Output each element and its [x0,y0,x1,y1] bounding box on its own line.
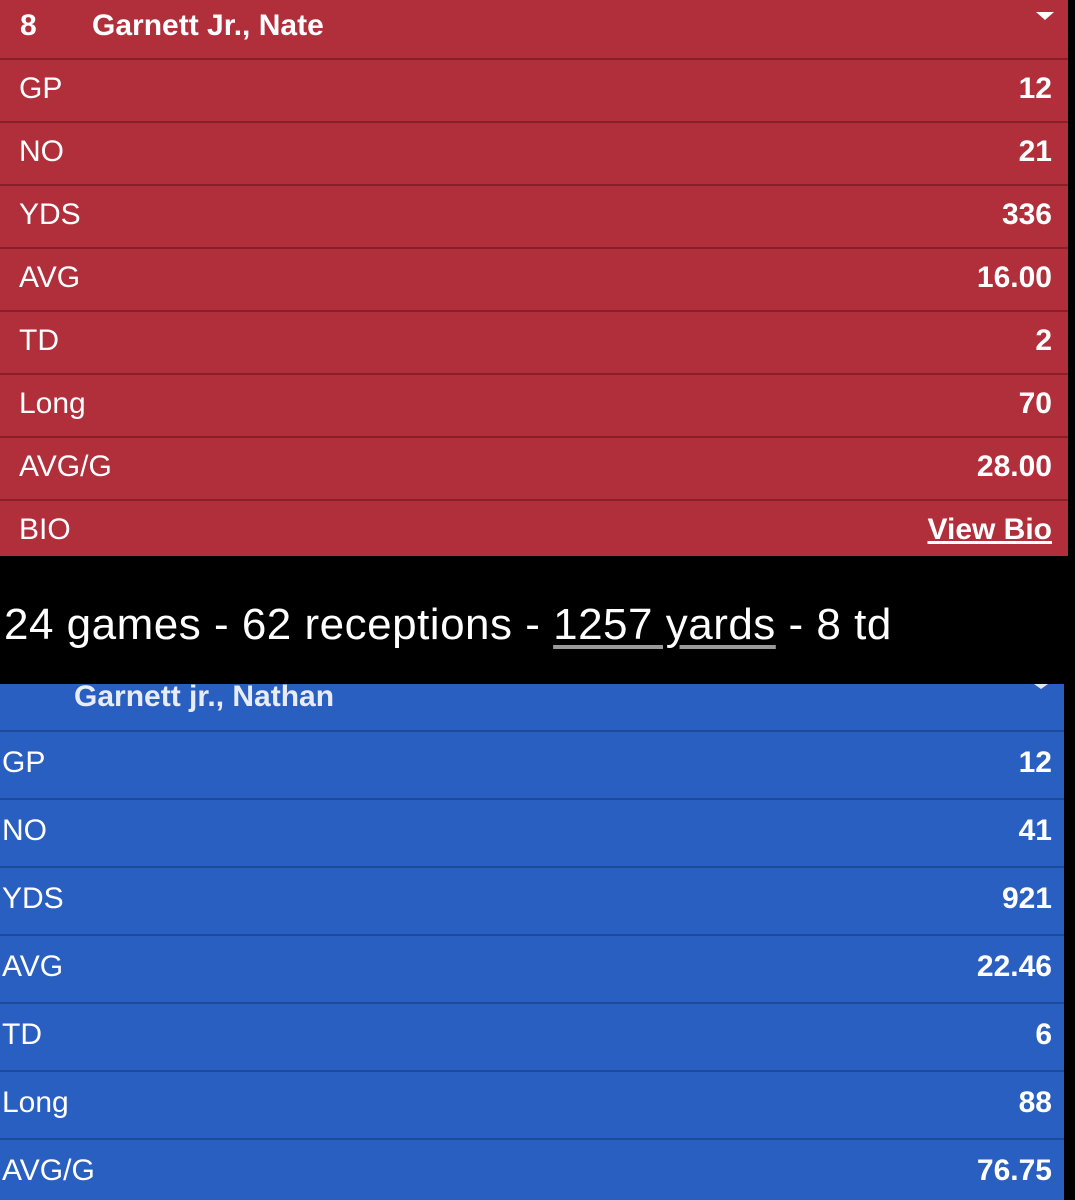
bio-label: BIO [19,513,71,546]
stat-row: TD 2 [0,312,1068,375]
stat-value: 88 [1018,1086,1052,1119]
stat-value: 76.75 [976,1154,1052,1187]
stat-value: 22.46 [976,950,1052,983]
stat-value: 70 [1018,387,1052,420]
stat-row: Long 70 [0,375,1068,438]
stat-row: NO 41 [0,800,1064,868]
player-stats-card-bottom: Garnett jr., Nathan GP 12 NO 41 YDS 921 … [0,684,1064,1200]
chevron-down-icon[interactable] [1034,684,1048,689]
bio-row: BIO View Bio [0,501,1068,556]
stat-label: YDS [19,198,81,231]
stat-label: NO [19,135,64,168]
player-name: Garnett Jr., Nate [92,9,324,42]
stat-label: AVG [2,950,64,983]
chevron-down-icon[interactable] [1036,12,1054,20]
stat-row: YDS 921 [0,868,1064,936]
stat-row: Long 88 [0,1072,1064,1140]
stat-label: YDS [2,882,64,915]
stat-label: GP [19,72,63,105]
player-name: Garnett jr., Nathan [74,684,335,713]
stats-caption: 24 games - 62 receptions - 1257 yards - … [4,600,892,650]
player-header[interactable]: Garnett jr., Nathan [0,684,1064,732]
player-header[interactable]: 8 Garnett Jr., Nate [0,0,1068,60]
stat-row: AVG 22.46 [0,936,1064,1004]
stat-label: GP [2,746,46,779]
stat-value: 21 [1018,135,1052,168]
stat-value: 921 [1001,882,1052,915]
stat-value: 41 [1018,814,1052,847]
stat-value: 336 [1001,198,1052,231]
stat-row: TD 6 [0,1004,1064,1072]
stat-value: 12 [1018,72,1052,105]
stat-value: 2 [1035,324,1052,357]
stat-value: 28.00 [976,450,1052,483]
stat-label: TD [2,1018,42,1051]
stat-row: GP 12 [0,60,1068,123]
stat-label: AVG/G [19,450,112,483]
stat-value: 16.00 [976,261,1052,294]
stat-label: Long [2,1086,69,1119]
stats-table: GP 12 NO 21 YDS 336 AVG 16.00 TD 2 Long … [0,60,1068,556]
stat-value: 6 [1035,1018,1052,1051]
stat-label: TD [19,324,59,357]
stat-row: NO 21 [0,123,1068,186]
player-stats-card-top: 8 Garnett Jr., Nate GP 12 NO 21 YDS 336 … [0,0,1068,556]
stat-row: YDS 336 [0,186,1068,249]
stat-row: AVG 16.00 [0,249,1068,312]
stat-label: AVG/G [2,1154,95,1187]
stat-value: 12 [1018,746,1052,779]
caption-part-2: - 8 td [775,600,892,649]
view-bio-link[interactable]: View Bio [927,513,1052,546]
jersey-number: 8 [20,9,37,42]
caption-part-1: 24 games - 62 receptions - [4,600,554,649]
stat-label: Long [19,387,86,420]
stat-label: AVG [19,261,81,294]
stat-label: NO [2,814,47,847]
stat-row: GP 12 [0,732,1064,800]
stat-row: AVG/G 28.00 [0,438,1068,501]
caption-yards: 1257 yards [553,600,776,649]
stat-row: AVG/G 76.75 [0,1140,1064,1200]
stats-table: GP 12 NO 41 YDS 921 AVG 22.46 TD 6 Long … [0,732,1064,1200]
